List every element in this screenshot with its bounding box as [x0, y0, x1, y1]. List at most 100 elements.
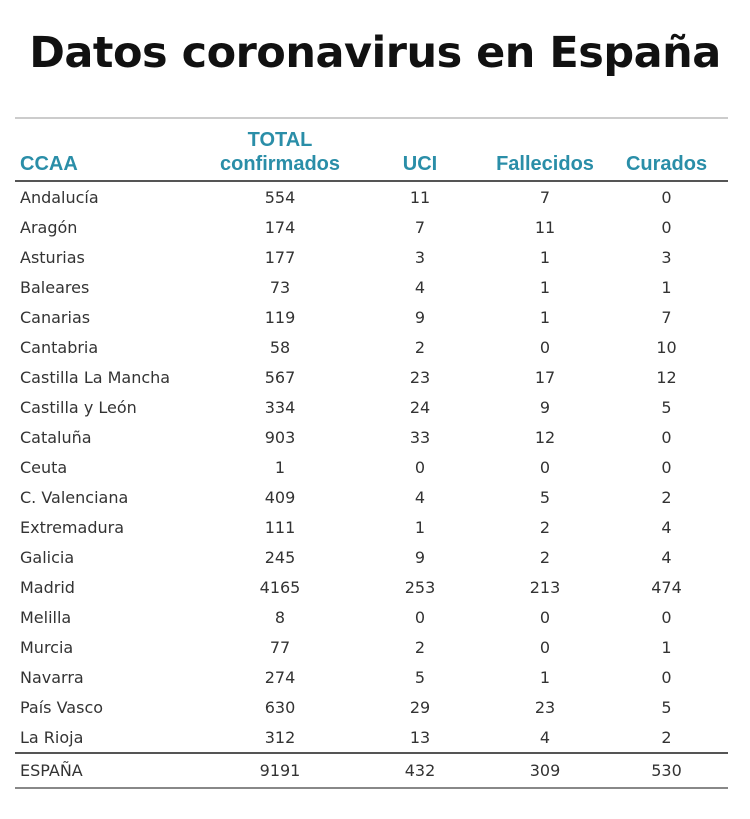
region-cell: Castilla La Mancha: [20, 367, 171, 387]
number-cell: 0: [661, 457, 672, 477]
number-cell: 312: [264, 727, 296, 747]
number-cell: 23: [534, 697, 556, 717]
number-cell: 2: [661, 487, 672, 507]
number-cell: 11: [534, 217, 556, 237]
number-cell: 9: [414, 307, 426, 327]
number-cell: 77: [269, 637, 291, 657]
number-cell: 253: [404, 577, 436, 597]
table-row: Baleares 73 4 1 1: [15, 272, 728, 302]
number-cell: 23: [409, 367, 431, 387]
region-cell: Castilla y León: [20, 397, 137, 417]
number-cell: 174: [264, 217, 296, 237]
number-cell: 0: [661, 187, 672, 207]
number-cell: 4165: [259, 577, 301, 597]
table-row: País Vasco 630 29 23 5: [15, 692, 728, 722]
table-row: Navarra 274 5 1 0: [15, 662, 728, 692]
region-cell: Baleares: [20, 277, 90, 297]
number-cell: 0: [539, 337, 551, 357]
number-cell: 1: [539, 247, 551, 267]
table-row: Cataluña 903 33 12 0: [15, 422, 728, 452]
total-label: ESPAÑA: [15, 752, 205, 789]
table-row: Asturias 177 3 1 3: [15, 242, 728, 272]
region-cell: Madrid: [20, 577, 75, 597]
number-cell: 0: [661, 427, 672, 447]
table-row: C. Valenciana 409 4 5 2: [15, 482, 728, 512]
number-cell: 29: [409, 697, 431, 717]
number-cell: 12: [534, 427, 556, 447]
number-cell: 409: [264, 487, 296, 507]
number-cell: 2: [414, 637, 426, 657]
number-cell: 111: [264, 517, 296, 537]
number-cell: 12: [656, 367, 677, 387]
number-cell: 2: [414, 337, 426, 357]
number-cell: 0: [414, 607, 426, 627]
number-cell: 7: [539, 187, 551, 207]
total-row: ESPAÑA 9191 432 309 530: [15, 752, 728, 789]
number-cell: 24: [409, 397, 431, 417]
number-cell: 0: [539, 607, 551, 627]
number-cell: 567: [264, 367, 296, 387]
number-cell: 13: [409, 727, 431, 747]
number-cell: 9: [414, 547, 426, 567]
number-cell: 2: [539, 547, 551, 567]
region-cell: Cataluña: [20, 427, 92, 447]
column-header: UCI: [355, 118, 485, 182]
number-cell: 7: [661, 307, 672, 327]
number-cell: 4: [414, 487, 426, 507]
table-row: Ceuta 1 0 0 0: [15, 452, 728, 482]
table-row: Melilla 8 0 0 0: [15, 602, 728, 632]
table-row: Murcia 77 2 0 1: [15, 632, 728, 662]
number-cell: 177: [264, 247, 296, 267]
number-cell: 0: [539, 637, 551, 657]
region-cell: Murcia: [20, 637, 74, 657]
total-cell: 432: [355, 752, 485, 789]
number-cell: 4: [661, 547, 672, 567]
region-cell: Ceuta: [20, 457, 68, 477]
table-row: Galicia 245 9 2 4: [15, 542, 728, 572]
region-cell: Canarias: [20, 307, 91, 327]
number-cell: 245: [264, 547, 296, 567]
total-cell: 309: [485, 752, 605, 789]
number-cell: 4: [539, 727, 551, 747]
table-row: Castilla y León 334 24 9 5: [15, 392, 728, 422]
data-table: CCAA TOTAL confirmados UCI Fallecidos Curado…: [15, 117, 728, 789]
number-cell: 11: [409, 187, 431, 207]
table-row: Madrid 4165 253 213 474: [15, 572, 728, 602]
number-cell: 630: [264, 697, 296, 717]
region-cell: Extremadura: [20, 517, 124, 537]
number-cell: 9: [539, 397, 551, 417]
number-cell: 0: [661, 217, 672, 237]
number-cell: 474: [651, 577, 682, 597]
number-cell: 17: [534, 367, 556, 387]
title: Datos coronavirus en España: [29, 28, 721, 78]
number-cell: 1: [661, 277, 672, 297]
number-cell: 1: [274, 457, 286, 477]
region-cell: País Vasco: [20, 697, 104, 717]
region-cell: Melilla: [20, 607, 72, 627]
number-cell: 5: [539, 487, 551, 507]
region-cell: Asturias: [20, 247, 85, 267]
number-cell: 1: [539, 667, 551, 687]
region-cell: Navarra: [20, 667, 84, 687]
table-row: Andalucía 554 11 7 0: [15, 181, 728, 212]
table-row: Canarias 119 9 1 7: [15, 302, 728, 332]
table-header: CCAA TOTAL confirmados UCI Fallecidos Curado…: [15, 118, 728, 182]
column-header: Fallecidos: [485, 118, 605, 182]
number-cell: 5: [414, 667, 426, 687]
table-row: Cantabria 58 2 0 10: [15, 332, 728, 362]
number-cell: 33: [409, 427, 431, 447]
number-cell: 213: [529, 577, 561, 597]
number-cell: 1: [661, 637, 672, 657]
number-cell: 119: [264, 307, 296, 327]
number-cell: 4: [414, 277, 426, 297]
number-cell: 274: [264, 667, 296, 687]
number-cell: 73: [269, 277, 291, 297]
number-cell: 8: [274, 607, 286, 627]
region-cell: La Rioja: [20, 727, 84, 747]
number-cell: 554: [264, 187, 296, 207]
total-cell: 530: [605, 752, 728, 789]
number-cell: 10: [656, 337, 677, 357]
number-cell: 4: [661, 517, 672, 537]
number-cell: 3: [661, 247, 672, 267]
number-cell: 0: [539, 457, 551, 477]
